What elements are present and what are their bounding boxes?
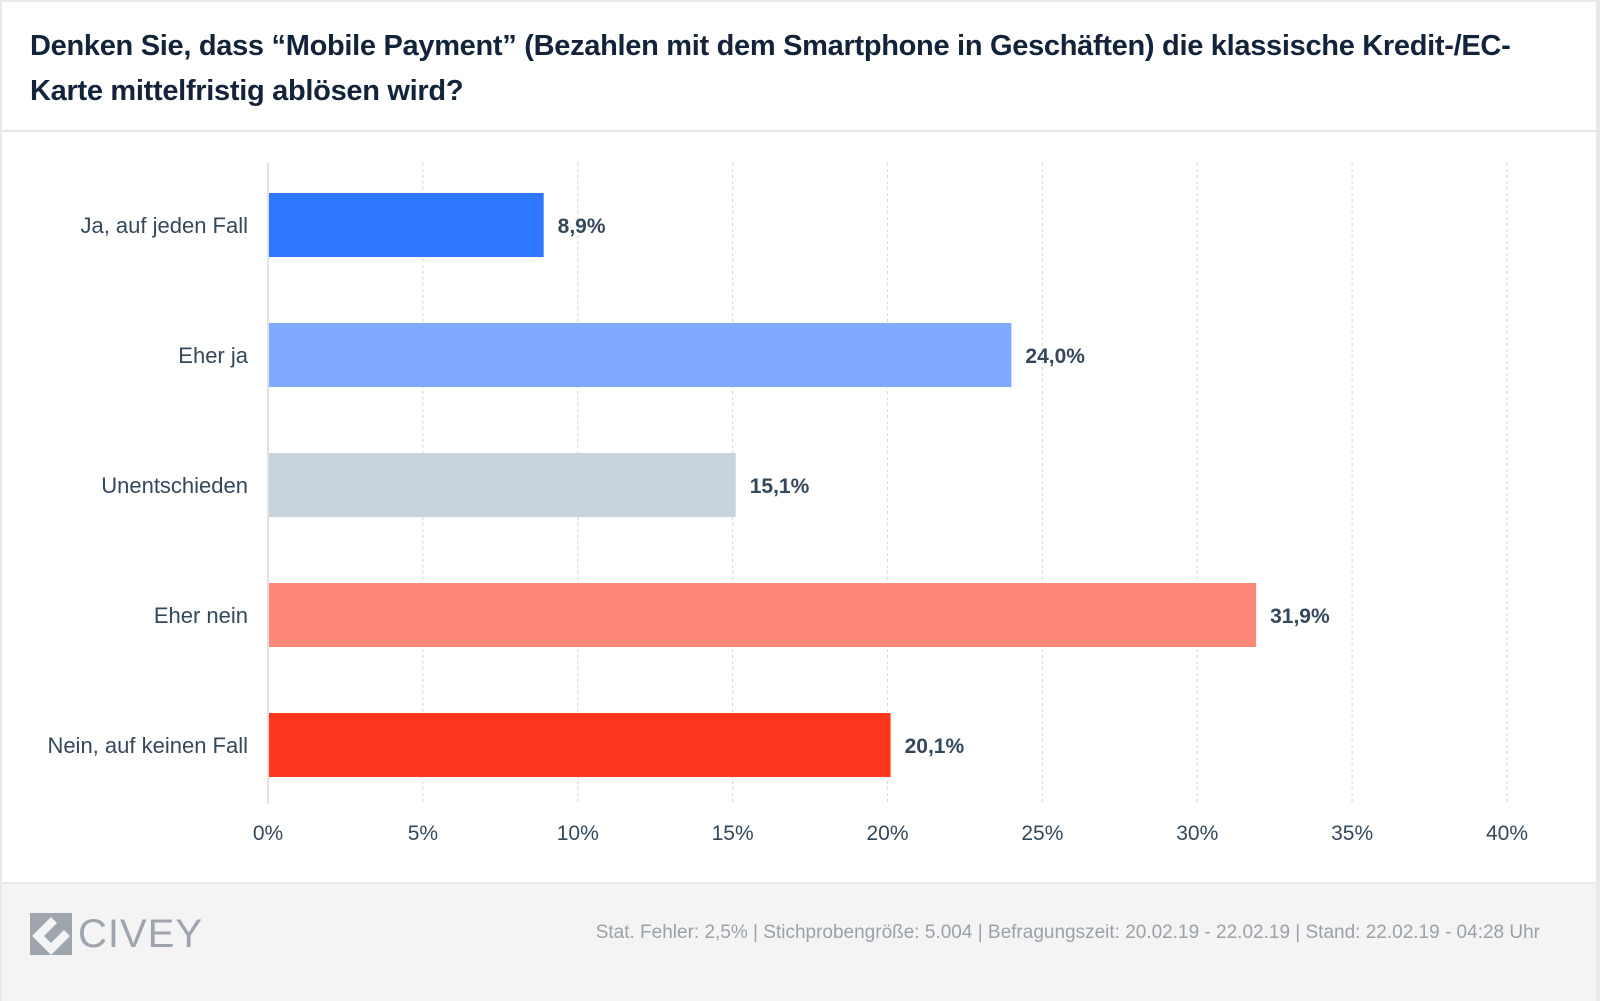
civey-logo: CIVEY (30, 912, 203, 956)
value-label: 24,0% (1025, 345, 1085, 368)
chart-title: Denken Sie, dass “Mobile Payment” (Bezah… (30, 30, 1511, 107)
value-labels: 8,9% 24,0% 15,1% 31,9% 20,1% (558, 215, 1330, 758)
x-axis-ticks: 0% 5% 10% 15% 20% 25% 30% 35% 40% (253, 822, 1528, 845)
bar (269, 453, 736, 517)
chart-footer: CIVEY Stat. Fehler: 2,5% | Stichprobengr… (2, 882, 1596, 1001)
x-tick-label: 20% (866, 822, 908, 845)
civey-logo-icon (30, 913, 72, 955)
bar (269, 193, 544, 257)
bars (269, 193, 1257, 777)
bar-chart: Ja, auf jeden Fall Eher ja Unentschieden Eh… (47, 163, 1528, 845)
category-label: Eher nein (154, 603, 248, 628)
survey-metadata: Stat. Fehler: 2,5% | Stichprobengröße: 5… (595, 922, 1540, 943)
chart-header: Denken Sie, dass “Mobile Payment” (Bezah… (2, 2, 1596, 132)
x-tick-label: 40% (1486, 822, 1528, 845)
bar (269, 583, 1257, 647)
chart-area: Ja, auf jeden Fall Eher ja Unentschieden Eh… (2, 132, 1596, 882)
value-label: 15,1% (750, 475, 810, 498)
x-tick-label: 25% (1021, 822, 1063, 845)
x-tick-label: 5% (408, 822, 438, 845)
category-label: Ja, auf jeden Fall (80, 213, 248, 238)
value-label: 31,9% (1270, 605, 1330, 628)
bar (269, 713, 891, 777)
category-label: Eher ja (178, 343, 248, 368)
category-label: Unentschieden (101, 473, 248, 498)
x-tick-label: 30% (1176, 822, 1218, 845)
category-labels: Ja, auf jeden Fall Eher ja Unentschieden Eh… (47, 213, 248, 758)
value-label: 8,9% (558, 215, 606, 238)
x-tick-label: 15% (712, 822, 754, 845)
category-label: Nein, auf keinen Fall (47, 733, 248, 758)
bar (269, 323, 1012, 387)
x-tick-label: 10% (557, 822, 599, 845)
value-label: 20,1% (905, 735, 965, 758)
x-tick-label: 35% (1331, 822, 1373, 845)
x-tick-label: 0% (253, 822, 283, 845)
brand-name: CIVEY (78, 912, 204, 956)
